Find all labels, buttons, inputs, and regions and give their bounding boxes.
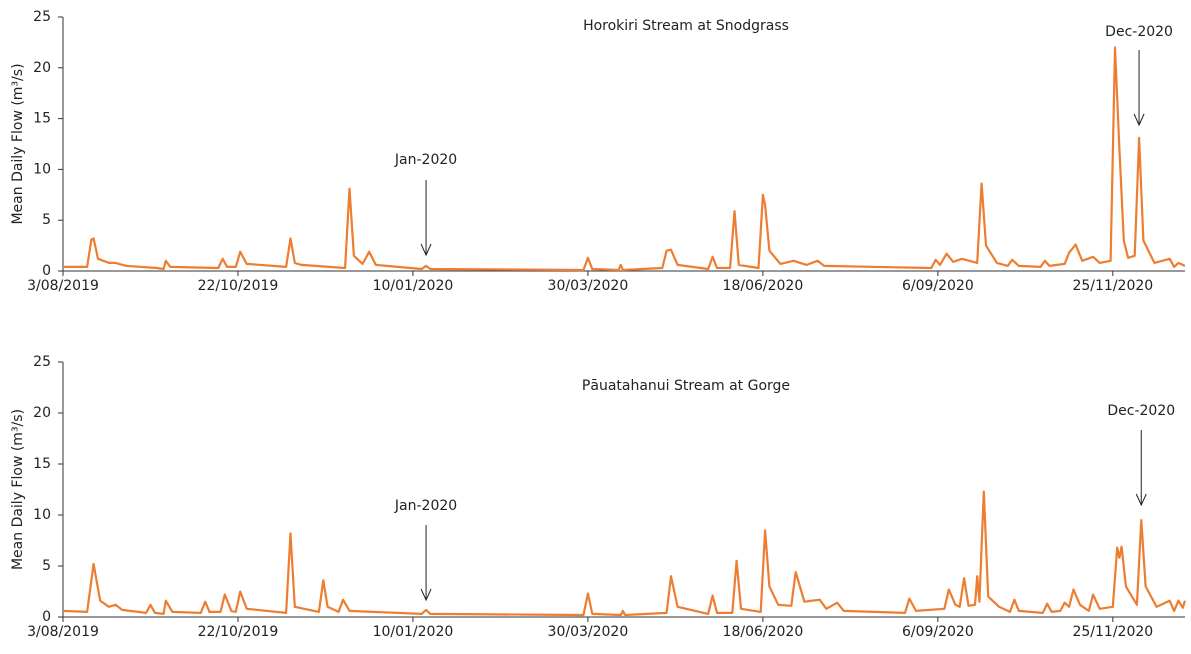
chart-title: Horokiri Stream at Snodgrass xyxy=(583,18,789,34)
y-tick-label: 5 xyxy=(42,212,51,228)
y-axis-label: Mean Daily Flow (m³/s) xyxy=(10,63,26,224)
y-tick-label: 15 xyxy=(33,111,51,127)
x-tick-label: 18/06/2020 xyxy=(723,278,804,294)
x-tick-label: 22/10/2019 xyxy=(198,624,279,640)
flow-line xyxy=(62,490,1187,617)
x-tick-label: 10/01/2020 xyxy=(373,624,454,640)
arrow-head xyxy=(420,243,432,257)
arrow-head xyxy=(420,588,432,602)
x-tick-label: 25/11/2020 xyxy=(1072,278,1153,294)
arrow-head xyxy=(1133,113,1145,127)
annotation: Jan-2020 xyxy=(394,498,457,514)
y-tick-label: 25 xyxy=(33,354,51,370)
annotation: Dec-2020 xyxy=(1107,403,1175,419)
x-tick-label: 30/03/2020 xyxy=(548,624,629,640)
x-tick-label: 3/08/2019 xyxy=(27,278,99,294)
x-tick-label: 6/09/2020 xyxy=(902,278,974,294)
flow-line xyxy=(63,46,1186,272)
annotation: Jan-2020 xyxy=(394,152,457,168)
y-tick-label: 10 xyxy=(33,161,51,177)
y-tick-label: 15 xyxy=(33,456,51,472)
annotation: Dec-2020 xyxy=(1105,24,1173,40)
y-tick-label: 0 xyxy=(42,609,51,625)
x-tick-label: 30/03/2020 xyxy=(548,278,629,294)
y-tick-label: 25 xyxy=(33,9,51,25)
x-tick-label: 18/06/2020 xyxy=(723,624,804,640)
x-tick-label: 6/09/2020 xyxy=(902,624,974,640)
y-axis-label: Mean Daily Flow (m³/s) xyxy=(10,409,26,570)
chart-title: Pāuatahanui Stream at Gorge xyxy=(582,378,790,394)
x-tick-label: 3/08/2019 xyxy=(27,624,99,640)
y-tick-label: 20 xyxy=(33,405,51,421)
y-tick-label: 10 xyxy=(33,507,51,523)
x-tick-label: 10/01/2020 xyxy=(373,278,454,294)
y-tick-label: 20 xyxy=(33,60,51,76)
arrow-head xyxy=(1135,493,1147,507)
x-tick-label: 22/10/2019 xyxy=(198,278,279,294)
x-tick-label: 25/11/2020 xyxy=(1072,624,1153,640)
y-tick-label: 5 xyxy=(42,558,51,574)
y-tick-label: 0 xyxy=(42,263,51,279)
